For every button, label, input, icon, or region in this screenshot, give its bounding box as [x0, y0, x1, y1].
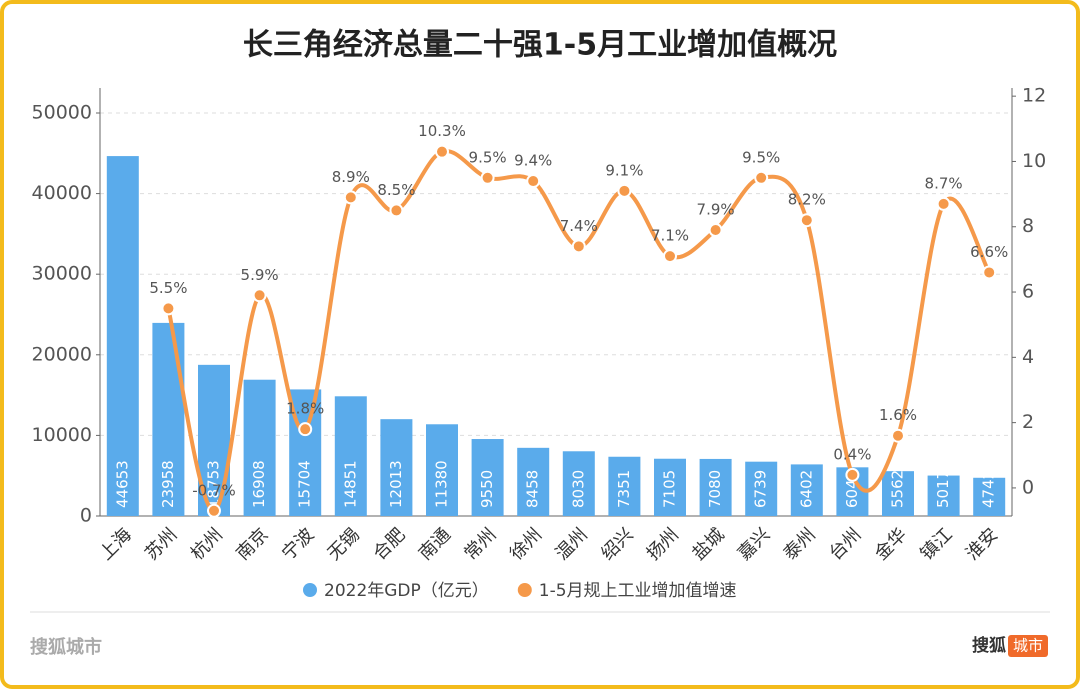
point-label: -0.7%	[192, 481, 236, 499]
logo: 搜狐	[972, 635, 1006, 656]
bar	[973, 477, 1006, 516]
y-tick-label: 40000	[32, 182, 92, 204]
bar-value-label: 6402	[797, 470, 815, 508]
point-label: 10.3%	[418, 122, 466, 140]
bar	[927, 475, 960, 516]
point	[663, 249, 677, 264]
point-label: 8.7%	[925, 174, 963, 192]
bar-value-label: 12013	[387, 460, 405, 508]
point	[708, 223, 723, 238]
y-tick-label: 30000	[32, 263, 92, 285]
bar	[106, 156, 139, 516]
point	[617, 183, 632, 198]
line	[166, 149, 991, 513]
y2-tick-label: 2	[1022, 411, 1034, 433]
point-label: 8.2%	[788, 191, 826, 209]
point-label: 7.4%	[560, 217, 598, 235]
badge: 城市	[1013, 637, 1043, 655]
bar	[471, 439, 504, 516]
badge-bg	[1008, 635, 1048, 657]
bar-value-label: 23958	[159, 460, 177, 508]
point	[480, 170, 495, 185]
bar-value-label: 7105	[661, 470, 679, 508]
point-label: 8.5%	[377, 181, 415, 199]
y2-tick-label: 12	[1022, 85, 1046, 107]
y-tick-label: 50000	[32, 101, 92, 123]
bar-value-label: 14851	[341, 460, 359, 508]
bar	[790, 464, 823, 516]
point	[207, 503, 221, 518]
y2-tick-label: 10	[1022, 150, 1046, 172]
bar-value-label: 6739	[752, 470, 770, 508]
point	[891, 428, 905, 443]
chart-title: 长三角经济总量二十强1-5月工业增加值概况	[243, 28, 837, 63]
bar	[152, 322, 185, 516]
y-tick-label: 20000	[32, 343, 92, 365]
legend-marker	[517, 583, 532, 597]
bar-value-label: 16908	[250, 460, 268, 508]
bar-value-label: 8030	[569, 470, 587, 508]
bar	[699, 458, 732, 516]
point-label: 7.9%	[697, 201, 735, 219]
bar-value-label: 4742	[980, 470, 998, 508]
point	[298, 422, 313, 437]
y2-tick-label: 6	[1022, 281, 1034, 303]
point-label: 6.6%	[970, 243, 1008, 261]
bar-value-label: 11380	[433, 460, 451, 508]
legend-label: 2022年GDP（亿元）	[324, 581, 489, 601]
bar-value-label: 9550	[478, 470, 496, 508]
bar	[517, 447, 550, 516]
bar-value-label: 7351	[615, 470, 633, 508]
bar	[426, 424, 458, 516]
point	[936, 196, 951, 211]
bar-value-label: 5017	[934, 470, 952, 508]
point-label: 0.4%	[833, 445, 871, 463]
point-label: 5.5%	[149, 279, 187, 297]
point	[161, 301, 176, 316]
point-label: 9.5%	[742, 148, 780, 166]
bar	[654, 458, 686, 516]
legend-label: 1-5月规上工业增加值增速	[539, 581, 737, 601]
point	[343, 190, 358, 205]
y2-tick-label: 4	[1022, 346, 1034, 368]
bar-value-label: 5562	[889, 470, 907, 508]
y-tick-label: 0	[80, 505, 92, 527]
bar	[608, 456, 641, 516]
source: 搜狐城市	[30, 636, 102, 658]
point	[754, 170, 769, 185]
point-label: 8.9%	[332, 168, 370, 186]
point	[435, 144, 449, 159]
point-label: 1.8%	[286, 400, 324, 418]
point	[982, 265, 997, 280]
point	[845, 467, 860, 482]
bar	[334, 396, 367, 516]
bar	[380, 419, 413, 516]
point	[389, 203, 404, 218]
bar-value-label: 18753	[205, 460, 223, 508]
point	[571, 239, 586, 254]
y-tick-label: 10000	[32, 424, 92, 446]
bar	[243, 379, 276, 516]
point-label: 9.1%	[605, 161, 643, 179]
bar	[745, 461, 778, 516]
point-label: 1.6%	[879, 406, 917, 424]
bar-value-label: 44653	[113, 460, 131, 508]
legend-marker	[303, 583, 317, 597]
bar-value-label: 15704	[296, 460, 314, 508]
bar-value-label: 7080	[706, 470, 724, 508]
bar	[882, 471, 914, 516]
bar-value-label: 8458	[524, 470, 542, 508]
bar	[562, 451, 595, 516]
point-label: 9.4%	[514, 152, 552, 170]
point-label: 7.1%	[651, 227, 689, 245]
point-label: 9.5%	[469, 148, 507, 166]
point	[799, 213, 814, 228]
y2-tick-label: 8	[1022, 215, 1034, 237]
point-label: 5.9%	[241, 266, 279, 284]
point	[252, 288, 267, 303]
point	[526, 174, 541, 189]
y2-tick-label: 0	[1022, 476, 1034, 498]
